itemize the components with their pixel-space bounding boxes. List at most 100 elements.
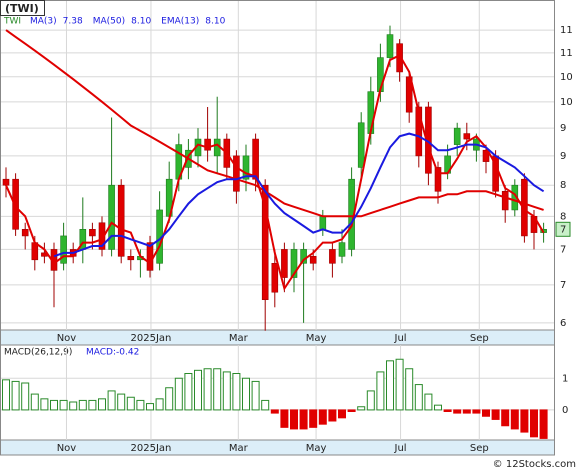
x-tick-label: 2025Jan	[131, 443, 172, 454]
bar	[107, 390, 116, 411]
y-tick-label: 9	[560, 151, 566, 162]
bar	[347, 409, 356, 412]
last-price-box	[555, 221, 571, 237]
bar	[424, 393, 433, 411]
bar	[539, 409, 548, 439]
x-tick-label: Sep	[470, 333, 489, 344]
candle-body	[60, 235, 67, 264]
bar	[434, 404, 442, 411]
x-tick-label: Sep	[470, 443, 489, 454]
bar	[357, 406, 366, 411]
macd-frame	[0, 344, 555, 441]
legend-label: MA(50)	[93, 17, 125, 27]
y-tick-label: 8	[560, 211, 566, 222]
candle-body	[21, 229, 29, 237]
x-tick-label: Mar	[229, 333, 249, 344]
bar	[270, 409, 279, 414]
footer: © 12Stocks.com	[493, 459, 576, 470]
y-tick-label: 8	[560, 180, 566, 191]
chart-title: (TWI)	[5, 2, 39, 15]
candle-body	[463, 133, 471, 140]
candle-body	[482, 149, 490, 162]
legend-label: MA(3)	[30, 17, 57, 27]
x-tick-label: May	[306, 333, 327, 344]
candle-body	[252, 138, 259, 180]
y-tick-label: 7	[560, 280, 566, 291]
candle-body	[242, 155, 250, 180]
candle-body	[415, 106, 423, 157]
bar	[136, 399, 145, 411]
bar	[50, 399, 58, 411]
bar	[366, 390, 375, 411]
candle-body	[309, 256, 317, 264]
bar	[261, 399, 270, 411]
legend-value: 8.10	[205, 17, 225, 27]
x-tick-label: Nov	[57, 333, 77, 344]
bar	[222, 371, 231, 411]
candle-body	[521, 178, 528, 237]
candle-body	[290, 249, 298, 278]
bar	[174, 377, 183, 411]
y-tick-label: 11	[560, 48, 573, 59]
bar	[405, 368, 414, 411]
candle-body	[405, 76, 413, 113]
bar	[395, 358, 404, 411]
candle-body	[2, 178, 10, 186]
legend-value: 8.10	[131, 17, 151, 27]
x-tick-label: May	[306, 443, 327, 454]
candle-body	[319, 216, 327, 230]
legend-label: EMA(13)	[161, 17, 199, 27]
bar	[453, 409, 462, 414]
candle-body	[261, 184, 269, 300]
candle-body	[501, 190, 509, 211]
bar	[491, 409, 500, 420]
bar	[69, 401, 78, 411]
title-box	[0, 0, 45, 16]
x-tick-label: Jul	[394, 443, 407, 454]
macd-title: MACD(26,12,9)	[4, 348, 72, 358]
candle-body	[127, 256, 135, 261]
bar	[328, 409, 337, 422]
bar	[203, 368, 212, 411]
candle-body	[12, 178, 19, 230]
candle-body	[357, 122, 365, 168]
bar	[472, 409, 481, 414]
bar	[386, 360, 394, 411]
line-series	[5, 29, 544, 218]
y-tick-label: 1	[562, 373, 568, 384]
line-series	[53, 132, 545, 258]
bar	[414, 384, 423, 411]
bar	[530, 409, 538, 438]
candle-body	[117, 184, 125, 257]
bar	[88, 399, 97, 411]
y-tick-label: 6	[560, 318, 566, 329]
candle-body	[281, 249, 288, 278]
bar	[501, 409, 510, 427]
x-tick-label: Nov	[57, 443, 77, 454]
bar	[117, 393, 126, 411]
bar	[30, 393, 39, 411]
bar	[309, 409, 318, 428]
candle-body	[329, 249, 336, 264]
candle-body	[108, 184, 115, 250]
y-tick-label: 9	[560, 123, 566, 134]
bar	[21, 382, 30, 411]
bar	[11, 380, 20, 411]
x-tick-label: Jul	[394, 333, 407, 344]
candle-body	[338, 242, 346, 257]
candle-body	[89, 229, 96, 237]
candle-body	[453, 127, 461, 145]
candle-body	[204, 138, 211, 151]
bar	[59, 399, 68, 411]
legend-value: 7.38	[63, 17, 83, 27]
bar	[126, 396, 135, 411]
bar	[510, 409, 519, 430]
bar	[146, 403, 154, 411]
bar	[280, 409, 289, 428]
legend-symbol: TWI	[3, 17, 21, 27]
x-axis-band	[0, 439, 555, 456]
bar	[78, 399, 87, 411]
bar	[338, 409, 346, 419]
y-tick-label: 11	[560, 25, 573, 36]
